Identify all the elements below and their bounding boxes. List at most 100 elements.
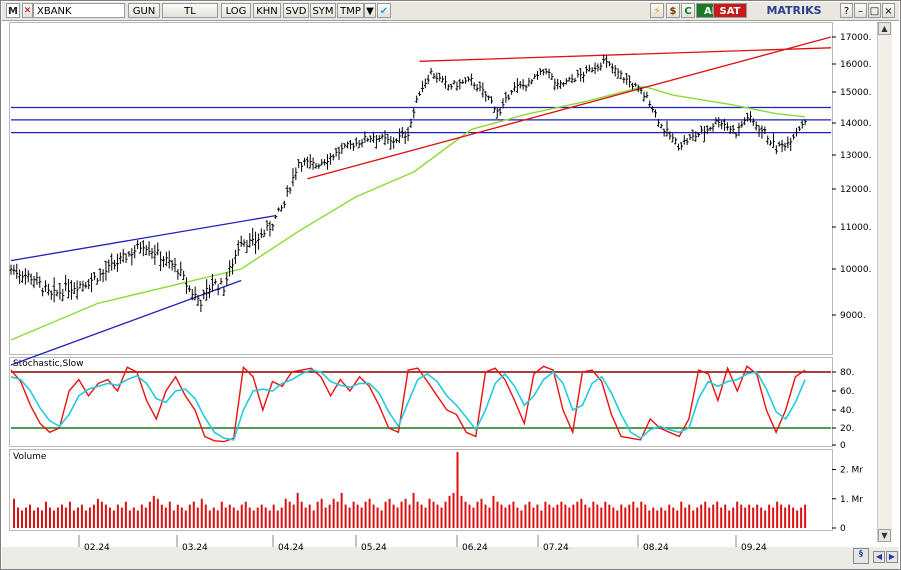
- volume-tick-label: 2. Mr: [840, 466, 863, 476]
- help-icon[interactable]: ?: [840, 3, 853, 18]
- lightning-icon[interactable]: ⚡: [650, 3, 664, 18]
- volume-bar: [272, 504, 275, 528]
- volume-bar: [800, 507, 803, 528]
- volume-bar: [560, 501, 563, 528]
- volume-bar: [228, 504, 231, 528]
- price-tick-label: 12000.: [840, 185, 872, 195]
- svd-button[interactable]: SVD: [283, 3, 309, 18]
- time-tick-label: 09.24: [741, 543, 767, 553]
- volume-bar: [300, 501, 303, 528]
- sync-icon[interactable]: §: [853, 548, 869, 564]
- volume-bar: [424, 507, 427, 528]
- volume-bar: [248, 507, 251, 528]
- volume-bar: [104, 504, 107, 528]
- volume-bar: [232, 507, 235, 528]
- volume-bar: [748, 504, 751, 528]
- volume-tick-label: 1. Mr: [840, 495, 863, 505]
- time-tick-label: 08.24: [643, 543, 669, 553]
- volume-bar: [664, 510, 667, 528]
- volume-bar: [452, 492, 455, 528]
- volume-bar: [476, 501, 479, 528]
- scroll-down-icon[interactable]: ▼: [878, 529, 891, 542]
- volume-bar: [128, 510, 131, 528]
- minimize-icon[interactable]: –: [854, 3, 867, 18]
- scroll-right-icon[interactable]: ▶: [886, 551, 898, 563]
- volume-bar: [404, 498, 407, 528]
- volume-bar: [320, 498, 323, 528]
- vertical-scrollbar[interactable]: ▲ ▼: [877, 22, 892, 542]
- volume-bar: [536, 504, 539, 528]
- twitter-icon[interactable]: ✔: [377, 3, 391, 18]
- volume-bar: [444, 501, 447, 528]
- volume-bar: [384, 501, 387, 528]
- volume-bar: [336, 501, 339, 528]
- volume-bar: [164, 507, 167, 528]
- stochastic-k-line: [10, 365, 806, 443]
- volume-bar: [60, 504, 63, 528]
- volume-bar: [36, 507, 39, 528]
- volume-bar: [796, 510, 799, 528]
- volume-bar: [688, 504, 691, 528]
- volume-bar: [372, 504, 375, 528]
- volume-bar: [324, 507, 327, 528]
- stochastic-title: Stochastic,Slow: [13, 359, 84, 369]
- volume-bar: [88, 507, 91, 528]
- chart-toolbar: M ✕ XBANK GUN TL LOG KHN SVD SYM TMP ▼ ✔…: [2, 2, 899, 21]
- volume-title: Volume: [13, 452, 47, 462]
- volume-bar: [260, 504, 263, 528]
- volume-bar: [788, 504, 791, 528]
- symbol-input[interactable]: XBANK: [33, 3, 125, 18]
- volume-bar: [144, 507, 147, 528]
- template-button[interactable]: TMP: [337, 3, 364, 18]
- price-tick-label: 15000.: [840, 88, 872, 98]
- price-tick-label: 17000.: [840, 33, 872, 43]
- volume-bar: [252, 510, 255, 528]
- volume-bar: [644, 504, 647, 528]
- time-tick-label: 03.24: [182, 543, 208, 553]
- volume-bar: [640, 501, 643, 528]
- refresh-icon[interactable]: C: [681, 3, 695, 18]
- volume-bar: [624, 507, 627, 528]
- volume-bar: [288, 501, 291, 528]
- volume-bar: [280, 507, 283, 528]
- volume-bar: [196, 507, 199, 528]
- volume-bar: [568, 507, 571, 528]
- currency-icon[interactable]: $: [666, 3, 680, 18]
- volume-bar: [756, 504, 759, 528]
- khn-button[interactable]: KHN: [253, 3, 281, 18]
- close-symbol-icon[interactable]: ✕: [22, 3, 33, 18]
- template-dropdown-icon[interactable]: ▼: [364, 3, 376, 18]
- maximize-icon[interactable]: □: [868, 3, 881, 18]
- scroll-left-icon[interactable]: ◀: [873, 551, 885, 563]
- volume-bar: [428, 498, 431, 528]
- volume-bar: [612, 507, 615, 528]
- price-tick-label: 11000.: [840, 223, 872, 233]
- time-tick-label: 07.24: [543, 543, 569, 553]
- window-close-icon[interactable]: ×: [882, 3, 895, 18]
- volume-bar: [348, 507, 351, 528]
- volume-bar: [13, 498, 15, 528]
- volume-bar: [420, 504, 423, 528]
- volume-bar: [804, 504, 807, 528]
- volume-bar: [672, 507, 675, 528]
- log-scale-button[interactable]: LOG: [221, 3, 251, 18]
- volume-bar: [512, 501, 515, 528]
- price-panel[interactable]: [9, 22, 833, 355]
- volume-bar: [44, 501, 47, 528]
- volume-bar: [80, 504, 83, 528]
- sym-button[interactable]: SYM: [310, 3, 336, 18]
- currency-button[interactable]: TL: [162, 3, 218, 18]
- scroll-up-icon[interactable]: ▲: [878, 22, 891, 35]
- volume-bar: [608, 504, 611, 528]
- volume-bar: [472, 507, 475, 528]
- volume-bar: [652, 507, 655, 528]
- volume-bar: [292, 504, 295, 528]
- volume-bar: [480, 498, 483, 528]
- period-button[interactable]: GUN: [128, 3, 160, 18]
- volume-bar: [76, 507, 79, 528]
- volume-bar: [308, 504, 311, 528]
- volume-bar: [112, 510, 115, 528]
- volume-bar: [344, 504, 347, 528]
- volume-bar: [56, 507, 59, 528]
- sell-button[interactable]: SAT: [713, 3, 747, 18]
